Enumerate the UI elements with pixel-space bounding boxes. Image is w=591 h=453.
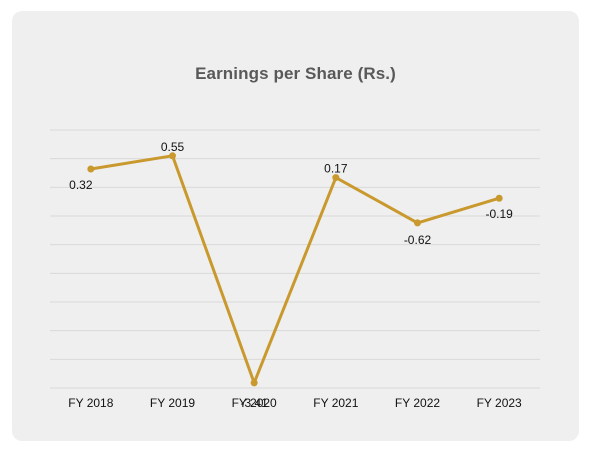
gridlines: [50, 129, 540, 389]
data-point-1: [169, 152, 176, 160]
data-label-4: -0.62: [404, 233, 432, 247]
series-line: [89, 154, 501, 385]
data-point-0: [87, 165, 95, 173]
data-point-4: [414, 219, 421, 227]
data-point-3: [332, 174, 340, 182]
x-tick-label-0: FY 2018: [68, 396, 113, 410]
x-tick-label-1: FY 2019: [150, 396, 195, 410]
data-point-5: [495, 194, 503, 202]
data-label-1: 0.55: [161, 140, 185, 154]
x-axis-ticks: FY 2018 FY 2019 FY 2020 FY 2021 FY 2022 FY 20…: [68, 396, 522, 410]
chart-card: [12, 11, 579, 441]
x-tick-label-4: FY 2022: [395, 396, 440, 410]
x-tick-label-5: FY 2023: [477, 396, 522, 410]
chart-title: Earnings per Share (Rs.): [195, 64, 396, 83]
data-label-0: 0.32: [69, 178, 93, 192]
x-tick-label-3: FY 2021: [313, 396, 358, 410]
data-label-5: -0.19: [485, 207, 513, 221]
data-labels: 0.32 0.55 -3.41 0.17 -0.62 -0.19: [69, 140, 513, 410]
data-label-2: -3.41: [240, 396, 268, 410]
data-label-3: 0.17: [324, 162, 348, 176]
x-tick-label-2: FY 2020: [232, 396, 277, 410]
series-layer: [87, 152, 503, 387]
data-point-2: [250, 379, 258, 387]
